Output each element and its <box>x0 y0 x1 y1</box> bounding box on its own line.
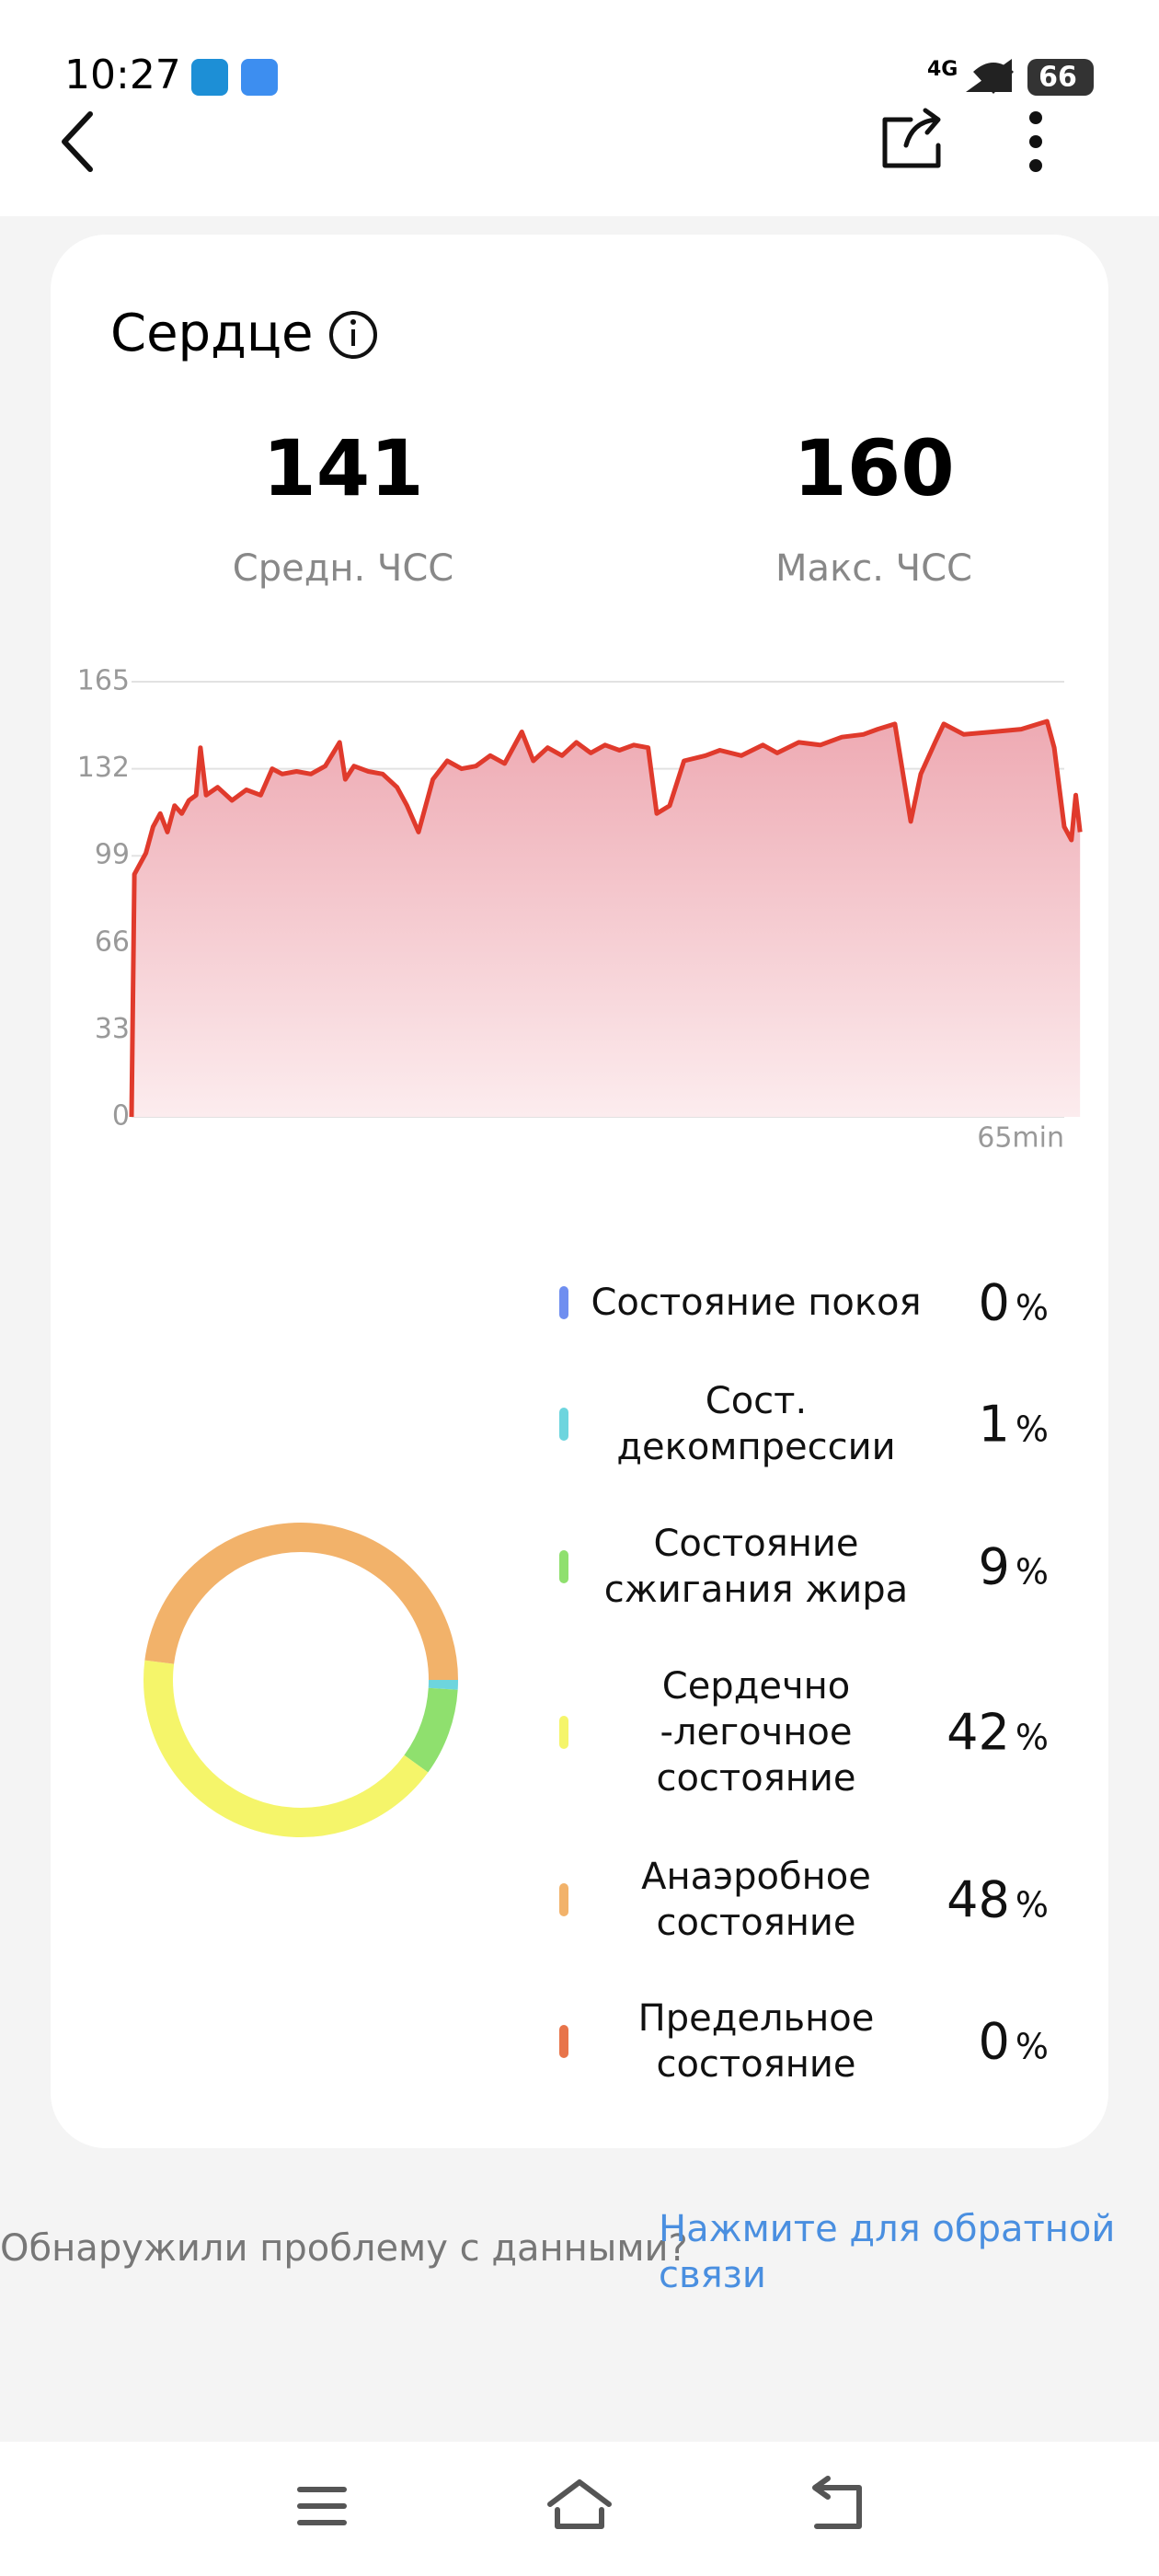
legend-swatch <box>559 1550 568 1583</box>
back-button[interactable] <box>62 111 93 172</box>
legend-label: Предельное состояние <box>637 1997 875 2086</box>
legend-value: 0% <box>865 2013 1049 2071</box>
info-icon[interactable] <box>329 311 377 359</box>
donut-segment <box>143 1660 429 1837</box>
nav-home[interactable] <box>547 2479 612 2529</box>
y-tick-label: 99 <box>95 839 130 871</box>
donut-segment <box>144 1523 458 1681</box>
more-button[interactable] <box>1029 111 1042 172</box>
percent-unit: % <box>1015 1884 1049 1926</box>
legend-swatch <box>559 1408 568 1441</box>
wifi-icon <box>973 63 1014 94</box>
stat-label: Макс. ЧСС <box>775 547 972 590</box>
percent-value: 0 <box>978 1273 1010 1332</box>
percent-value: 1 <box>978 1395 1010 1454</box>
legend-value: 9% <box>865 1538 1049 1596</box>
stat-label: Средн. ЧСС <box>233 547 453 590</box>
percent-value: 48 <box>947 1870 1010 1929</box>
y-tick-label: 132 <box>77 752 130 784</box>
percent-value: 0 <box>978 2012 1010 2071</box>
line <box>129 719 1083 1118</box>
battery-level: 66 <box>1039 62 1077 94</box>
heart-card <box>51 235 1108 2148</box>
header <box>0 0 1159 216</box>
legend-swatch <box>559 1883 568 1916</box>
legend-value: 1% <box>865 1396 1049 1454</box>
nav-menu[interactable] <box>297 2487 347 2525</box>
stat-value: 160 <box>793 423 954 513</box>
area <box>132 721 1081 1117</box>
clock: 10:27 <box>64 52 181 98</box>
feedback-link[interactable]: Нажмите для обратной связи <box>659 2208 1116 2296</box>
card-title: Сердце <box>110 304 313 363</box>
y-tick-label: 33 <box>95 1013 130 1045</box>
feedback-question: Обнаружили проблему с данными? <box>0 2227 688 2270</box>
percent-unit: % <box>1015 2026 1049 2067</box>
y-tick-label: 0 <box>112 1100 130 1133</box>
stat-value: 141 <box>262 423 423 513</box>
legend-label: Анаэробное состояние <box>641 1856 871 1944</box>
percent-value: 9 <box>978 1537 1010 1596</box>
share-button[interactable] <box>882 108 941 168</box>
percent-unit: % <box>1015 1717 1049 1758</box>
y-tick-label: 165 <box>77 665 130 697</box>
app-icon <box>241 59 278 96</box>
legend-label: Состояние покоя <box>591 1282 922 1324</box>
legend-value: 48% <box>865 1871 1049 1929</box>
legend-swatch <box>559 2025 568 2058</box>
percent-unit: % <box>1015 1551 1049 1593</box>
app-icon <box>191 59 228 96</box>
percent-unit: % <box>1015 1409 1049 1450</box>
legend-swatch <box>559 1716 568 1749</box>
battery-icon <box>1027 59 1094 96</box>
legend-swatch <box>559 1286 568 1319</box>
legend-value: 0% <box>865 1274 1049 1332</box>
nav-back[interactable] <box>812 2476 862 2529</box>
legend-label: Сердечно -легочное состояние <box>656 1665 856 1800</box>
percent-value: 42 <box>947 1703 1010 1762</box>
legend-label: Сост. декомпрессии <box>616 1380 896 1468</box>
percent-unit: % <box>1015 1287 1049 1328</box>
x-tick-label: 65min <box>977 1122 1064 1155</box>
network-type: 4G <box>927 58 958 81</box>
y-tick-label: 66 <box>95 926 130 958</box>
nav-bar <box>0 2442 1159 2576</box>
legend-label: Состояние сжигания жира <box>603 1523 909 1611</box>
legend-value: 42% <box>865 1704 1049 1762</box>
donut-segment <box>404 1687 458 1773</box>
